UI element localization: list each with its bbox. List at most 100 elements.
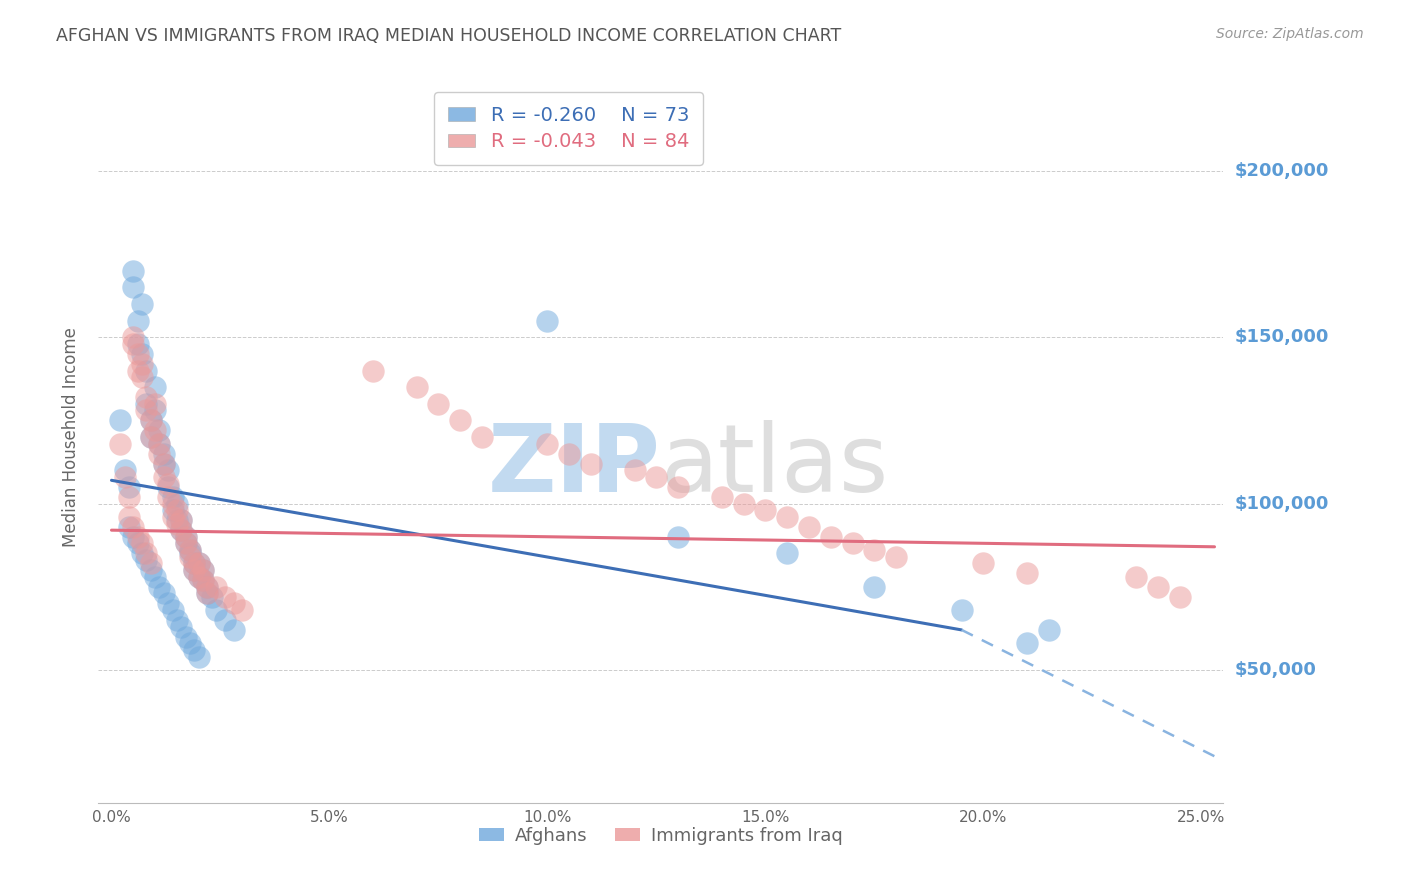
Point bbox=[179, 543, 201, 558]
Point bbox=[170, 619, 193, 633]
Point bbox=[170, 513, 193, 527]
Point bbox=[191, 563, 214, 577]
Point bbox=[820, 530, 842, 544]
Point bbox=[135, 397, 157, 411]
Point bbox=[187, 570, 209, 584]
Point bbox=[191, 563, 214, 577]
Point bbox=[841, 536, 863, 550]
Point bbox=[148, 436, 170, 450]
Point bbox=[179, 543, 201, 558]
Point bbox=[148, 580, 170, 594]
Point bbox=[222, 596, 245, 610]
Point bbox=[166, 497, 188, 511]
Point bbox=[187, 557, 209, 571]
Text: AFGHAN VS IMMIGRANTS FROM IRAQ MEDIAN HOUSEHOLD INCOME CORRELATION CHART: AFGHAN VS IMMIGRANTS FROM IRAQ MEDIAN HO… bbox=[56, 27, 841, 45]
Point bbox=[197, 580, 219, 594]
Point bbox=[122, 264, 145, 278]
Point bbox=[139, 430, 162, 444]
Point bbox=[139, 413, 162, 427]
Point bbox=[122, 280, 145, 294]
Point bbox=[1168, 590, 1191, 604]
Point bbox=[166, 613, 188, 627]
Point bbox=[153, 457, 176, 471]
Point bbox=[884, 549, 907, 564]
Point bbox=[135, 546, 157, 560]
Point bbox=[536, 314, 558, 328]
Point bbox=[1146, 580, 1168, 594]
Point bbox=[143, 403, 166, 417]
Point bbox=[972, 557, 994, 571]
Text: $100,000: $100,000 bbox=[1234, 494, 1329, 513]
Point bbox=[179, 636, 201, 650]
Point bbox=[197, 586, 219, 600]
Point bbox=[143, 380, 166, 394]
Point bbox=[645, 470, 668, 484]
Text: ZIP: ZIP bbox=[488, 420, 661, 512]
Point bbox=[143, 570, 166, 584]
Point bbox=[127, 347, 149, 361]
Point bbox=[666, 530, 689, 544]
Point bbox=[110, 436, 132, 450]
Text: atlas: atlas bbox=[661, 420, 889, 512]
Point bbox=[471, 430, 494, 444]
Point bbox=[214, 590, 236, 604]
Point bbox=[153, 447, 176, 461]
Point bbox=[536, 436, 558, 450]
Point bbox=[179, 546, 201, 560]
Point bbox=[166, 503, 188, 517]
Point bbox=[135, 390, 157, 404]
Point bbox=[754, 503, 776, 517]
Point bbox=[187, 649, 209, 664]
Point bbox=[153, 457, 176, 471]
Point bbox=[187, 570, 209, 584]
Point bbox=[558, 447, 581, 461]
Point bbox=[797, 520, 820, 534]
Point bbox=[183, 557, 205, 571]
Point bbox=[148, 424, 170, 438]
Y-axis label: Median Household Income: Median Household Income bbox=[62, 327, 80, 547]
Point bbox=[114, 470, 136, 484]
Point bbox=[1038, 623, 1060, 637]
Point bbox=[174, 530, 197, 544]
Point bbox=[174, 536, 197, 550]
Point bbox=[179, 549, 201, 564]
Point bbox=[863, 543, 886, 558]
Point bbox=[135, 363, 157, 377]
Point bbox=[863, 580, 886, 594]
Point bbox=[139, 430, 162, 444]
Point bbox=[162, 497, 184, 511]
Point bbox=[166, 513, 188, 527]
Point bbox=[131, 370, 153, 384]
Point bbox=[162, 603, 184, 617]
Point bbox=[143, 397, 166, 411]
Point bbox=[205, 603, 228, 617]
Point bbox=[170, 513, 193, 527]
Point bbox=[118, 520, 141, 534]
Point bbox=[157, 490, 180, 504]
Point bbox=[127, 314, 149, 328]
Point bbox=[183, 643, 205, 657]
Point bbox=[162, 490, 184, 504]
Point bbox=[135, 403, 157, 417]
Point bbox=[118, 480, 141, 494]
Point bbox=[143, 424, 166, 438]
Point bbox=[197, 586, 219, 600]
Point bbox=[197, 580, 219, 594]
Point bbox=[131, 297, 153, 311]
Point bbox=[157, 480, 180, 494]
Point bbox=[187, 557, 209, 571]
Point bbox=[131, 357, 153, 371]
Point bbox=[157, 476, 180, 491]
Point bbox=[148, 436, 170, 450]
Text: $50,000: $50,000 bbox=[1234, 661, 1316, 679]
Point bbox=[1015, 566, 1038, 581]
Point bbox=[139, 413, 162, 427]
Point bbox=[166, 516, 188, 531]
Point bbox=[131, 546, 153, 560]
Point bbox=[127, 363, 149, 377]
Point bbox=[118, 490, 141, 504]
Point bbox=[170, 523, 193, 537]
Point bbox=[222, 623, 245, 637]
Point bbox=[733, 497, 755, 511]
Point bbox=[153, 470, 176, 484]
